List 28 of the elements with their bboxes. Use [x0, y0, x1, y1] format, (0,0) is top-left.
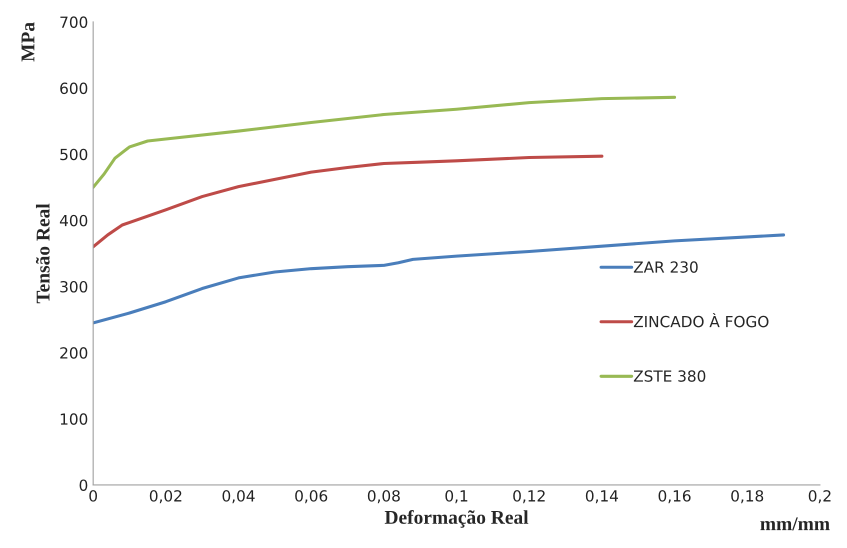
y-tick-label: 700 — [60, 16, 88, 28]
legend-label: ZAR 230 — [634, 261, 698, 273]
x-axis-title: Deformação Real — [384, 510, 528, 528]
x-tick-label: 0 — [89, 490, 98, 502]
line-series — [93, 96, 676, 189]
y-axis-title: Tensão Real — [36, 204, 50, 304]
text: mm/mm — [760, 517, 830, 530]
y-tick-label: 100 — [60, 413, 88, 425]
x-tick-label: 0,06 — [295, 490, 328, 504]
x-tick-label: 0,16 — [658, 490, 691, 504]
x-tick-label: 0,08 — [368, 490, 400, 504]
y-tick-label: 500 — [60, 148, 88, 160]
x-tick-label: 0,02 — [150, 490, 182, 504]
y-tick-label: 400 — [60, 214, 88, 226]
line-series — [93, 154, 604, 248]
text: MPa — [22, 22, 35, 62]
x-tick-label: 0,18 — [731, 490, 764, 504]
x-tick-label: 0,1 — [445, 490, 468, 504]
y-tick-label: 300 — [60, 280, 88, 293]
y-tick-label: 0 — [80, 479, 88, 491]
x-tick-label: 0,14 — [586, 490, 618, 504]
legend-label: ZSTE 380 — [634, 370, 706, 382]
x-tick-label: 0,2 — [808, 490, 831, 504]
x-tick-label: 0,12 — [513, 490, 545, 504]
y-tick-label: 200 — [60, 347, 88, 359]
y-tick-label: 600 — [60, 82, 88, 94]
legend-label: ZINCADO À FOGO — [634, 312, 768, 328]
x-tick-label: 0,04 — [222, 490, 255, 504]
